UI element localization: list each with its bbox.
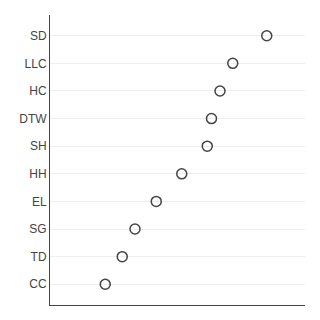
svg-text:SH: SH bbox=[30, 139, 47, 153]
svg-text:LLC: LLC bbox=[25, 57, 47, 71]
svg-text:DTW: DTW bbox=[19, 112, 47, 126]
svg-text:CC: CC bbox=[29, 277, 47, 291]
svg-text:HH: HH bbox=[29, 167, 46, 181]
svg-text:TD: TD bbox=[31, 250, 47, 264]
svg-text:SD: SD bbox=[30, 29, 47, 43]
svg-text:EL: EL bbox=[32, 195, 47, 209]
svg-text:SG: SG bbox=[29, 222, 46, 236]
svg-text:HC: HC bbox=[29, 84, 47, 98]
